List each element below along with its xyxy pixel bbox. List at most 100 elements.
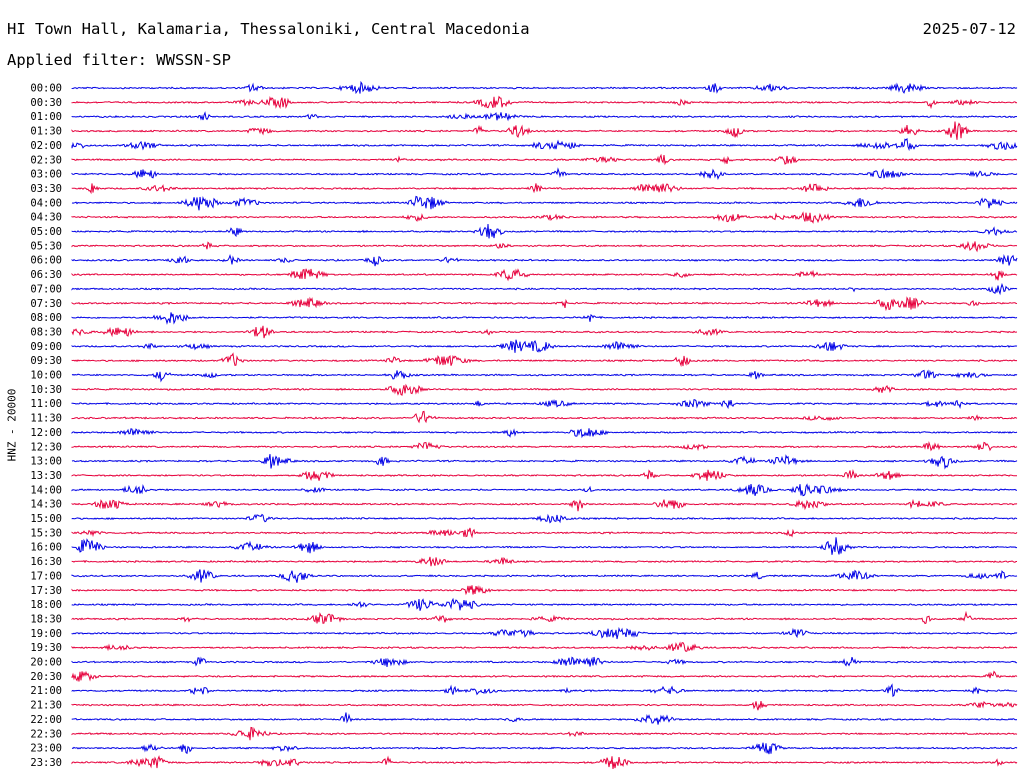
trace-line [71, 428, 1018, 439]
row-tick-label: 14:00 [30, 484, 62, 496]
row-tick-label: 08:30 [30, 326, 62, 338]
row-tick-label: 16:30 [30, 556, 62, 568]
row-tick-label: 07:30 [30, 298, 62, 310]
trace-line [71, 223, 1018, 239]
trace-line [71, 339, 1018, 353]
row-tick-label: 10:00 [30, 370, 62, 382]
trace-line [71, 80, 1018, 95]
row-tick-label: 12:30 [30, 441, 62, 453]
row-tick-label: 16:00 [30, 542, 62, 554]
row-tick-label: 02:30 [30, 154, 62, 166]
date-label: 2025-07-12 [922, 20, 1016, 38]
trace-line [71, 683, 1018, 698]
trace-line [71, 656, 1018, 667]
row-tick-label: 03:30 [30, 183, 62, 195]
trace-line [71, 585, 1018, 596]
trace-line [71, 183, 1018, 195]
row-tick-label: 21:30 [30, 700, 62, 712]
row-tick-label: 20:00 [30, 657, 62, 669]
trace-line [71, 153, 1018, 166]
trace-line [71, 352, 1018, 368]
trace-line [71, 498, 1018, 512]
trace-line [71, 527, 1018, 539]
row-tick-label: 13:00 [30, 456, 62, 468]
trace-line [71, 282, 1018, 296]
trace-line [71, 712, 1018, 725]
row-tick-label: 11:30 [30, 413, 62, 425]
trace-line [71, 325, 1018, 339]
trace-line [71, 312, 1018, 325]
trace-line [71, 383, 1018, 396]
row-tick-label: 09:00 [30, 341, 62, 353]
row-tick-label: 22:30 [30, 728, 62, 740]
trace-line [71, 701, 1018, 711]
trace-line [71, 513, 1018, 524]
row-tick-label: 23:30 [30, 757, 62, 769]
row-tick-label: 23:00 [30, 743, 62, 755]
station-title: HI Town Hall, Kalamaria, Thessaloniki, C… [7, 20, 530, 38]
trace-line [71, 670, 1018, 682]
trace-line [71, 167, 1018, 181]
row-tick-label: 21:00 [30, 685, 62, 697]
row-tick-label: 01:30 [30, 126, 62, 138]
row-tick-label: 15:30 [30, 527, 62, 539]
trace-line [71, 268, 1018, 282]
trace-line [71, 742, 1018, 755]
row-tick-label: 06:30 [30, 269, 62, 281]
row-tick-label: 02:00 [30, 140, 62, 152]
row-tick-label: 17:00 [30, 570, 62, 582]
row-tick-label: 17:30 [30, 585, 62, 597]
trace-line [71, 454, 1018, 470]
trace-line [71, 211, 1018, 224]
row-tick-label: 18:30 [30, 613, 62, 625]
row-tick-label: 15:00 [30, 513, 62, 525]
trace-line [71, 441, 1018, 452]
trace-line [71, 254, 1018, 267]
row-tick-label: 03:00 [30, 169, 62, 181]
trace-line [71, 641, 1018, 653]
trace-line [71, 755, 1018, 769]
trace-line [71, 137, 1018, 152]
row-tick-label: 14:30 [30, 499, 62, 511]
row-tick-label: 07:00 [30, 283, 62, 295]
row-tick-label: 11:00 [30, 398, 62, 410]
row-tick-label: 22:00 [30, 714, 62, 726]
row-tick-label: 01:00 [30, 111, 62, 123]
filter-label: Applied filter: WWSSN-SP [7, 51, 231, 69]
trace-line [71, 111, 1018, 122]
row-tick-label: 12:00 [30, 427, 62, 439]
trace-line [71, 95, 1018, 110]
row-tick-label: 13:30 [30, 470, 62, 482]
trace-line [71, 626, 1018, 640]
trace-line [71, 399, 1018, 410]
trace-line [71, 610, 1018, 625]
trace-line [71, 597, 1018, 611]
trace-line [71, 410, 1018, 424]
trace-line [71, 726, 1018, 741]
trace-line [71, 121, 1018, 140]
row-tick-label: 20:30 [30, 671, 62, 683]
trace-line [71, 296, 1018, 312]
row-tick-label: 00:30 [30, 97, 62, 109]
row-tick-label: 09:30 [30, 355, 62, 367]
row-tick-label: 08:00 [30, 312, 62, 324]
row-tick-label: 05:30 [30, 240, 62, 252]
row-tick-label: 00:00 [30, 83, 62, 95]
row-tick-label: 05:00 [30, 226, 62, 238]
trace-line [71, 537, 1018, 555]
row-tick-label: 06:00 [30, 255, 62, 267]
trace-line [71, 369, 1018, 383]
row-tick-label: 18:00 [30, 599, 62, 611]
row-tick-label: 04:00 [30, 197, 62, 209]
row-tick-label: 19:00 [30, 628, 62, 640]
trace-line [71, 195, 1018, 211]
trace-line [71, 469, 1017, 481]
trace-line [71, 569, 1018, 583]
trace-line [71, 240, 1018, 253]
trace-line [71, 556, 1017, 567]
trace-line [71, 483, 1017, 497]
row-tick-label: 10:30 [30, 384, 62, 396]
row-tick-label: 19:30 [30, 642, 62, 654]
row-tick-label: 04:30 [30, 212, 62, 224]
